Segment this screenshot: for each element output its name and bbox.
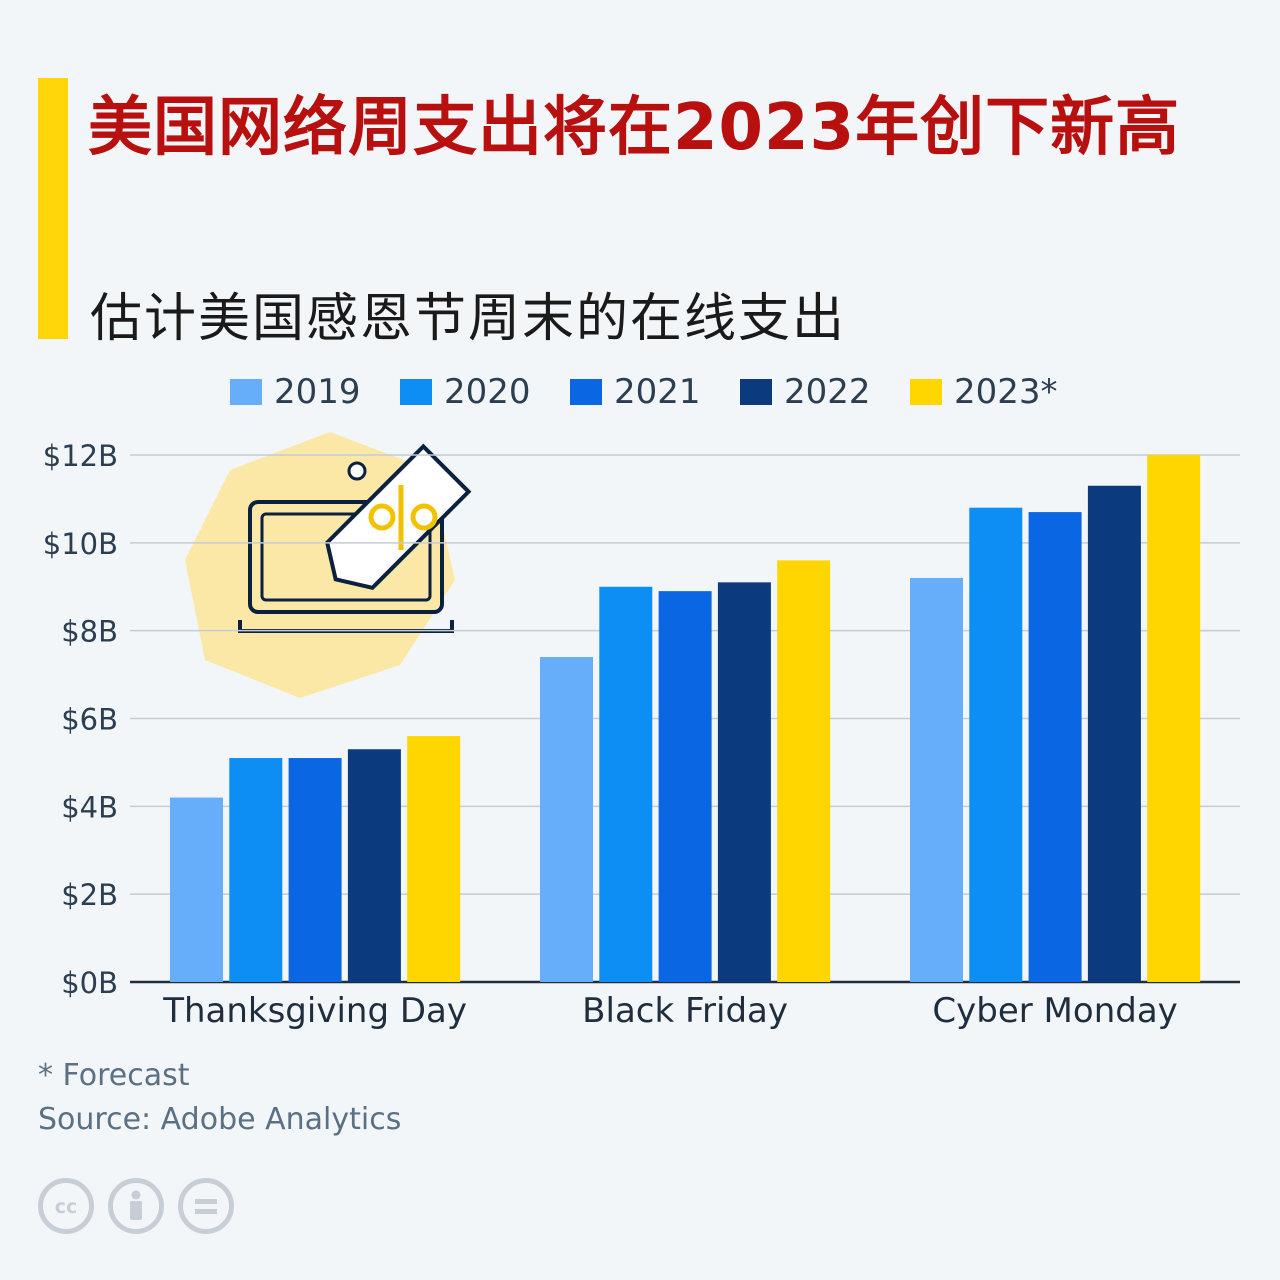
bar-chart: $0B $2B $4B $6B $8B $10B $12B Thanksgiving Day… bbox=[43, 432, 1240, 1031]
legend-item-2021: 2021 bbox=[570, 372, 701, 412]
y-axis: $0B $2B $4B $6B $8B $10B $12B bbox=[43, 439, 118, 1000]
legend-label: 2020 bbox=[444, 372, 531, 412]
bar-2021-cyber-monday bbox=[1028, 512, 1082, 982]
legend: 2019 2020 2021 2022 2023* bbox=[0, 372, 1280, 418]
legend-swatch bbox=[570, 379, 602, 405]
bars bbox=[170, 455, 1201, 982]
x-category-label: Thanksgiving Day bbox=[162, 991, 467, 1031]
y-tick-label: $4B bbox=[61, 790, 118, 824]
bar-2021-thanksgiving-day bbox=[288, 758, 342, 982]
legend-swatch bbox=[740, 379, 772, 405]
legend-item-2022: 2022 bbox=[740, 372, 871, 412]
chart-title: 美国网络周支出将在2023年创下新高 bbox=[88, 91, 1181, 165]
no-derivatives-icon[interactable] bbox=[178, 1178, 234, 1234]
bar-2022-thanksgiving-day bbox=[347, 749, 401, 982]
y-tick-label: $0B bbox=[61, 966, 118, 1000]
y-tick-label: $10B bbox=[43, 527, 118, 561]
legend-swatch bbox=[400, 379, 432, 405]
y-tick-label: $2B bbox=[61, 878, 118, 912]
bar-2019-black-friday bbox=[540, 657, 593, 982]
y-tick-label: $12B bbox=[43, 439, 118, 473]
accent-bar bbox=[38, 78, 68, 339]
bar-2023-cyber-monday bbox=[1147, 455, 1201, 982]
x-axis: Thanksgiving Day Black Friday Cyber Monday bbox=[162, 991, 1178, 1031]
bar-2019-cyber-monday bbox=[910, 577, 963, 982]
legend-item-2023: 2023* bbox=[910, 372, 1058, 412]
bar-2020-thanksgiving-day bbox=[229, 758, 283, 982]
legend-label: 2023* bbox=[954, 372, 1058, 412]
x-category-label: Cyber Monday bbox=[932, 991, 1177, 1031]
y-tick-label: $8B bbox=[61, 615, 118, 649]
y-tick-label: $6B bbox=[61, 703, 118, 737]
license-icons: cc bbox=[38, 1178, 234, 1234]
legend-swatch bbox=[230, 379, 262, 405]
bar-2020-cyber-monday bbox=[969, 507, 1023, 982]
legend-label: 2021 bbox=[614, 372, 701, 412]
bar-2019-thanksgiving-day bbox=[170, 797, 223, 982]
source-note: Source: Adobe Analytics bbox=[38, 1102, 402, 1137]
attribution-icon[interactable] bbox=[108, 1178, 164, 1234]
bar-2022-black-friday bbox=[717, 582, 771, 982]
bar-2022-cyber-monday bbox=[1087, 485, 1141, 982]
legend-swatch bbox=[910, 379, 942, 405]
legend-item-2020: 2020 bbox=[400, 372, 531, 412]
bar-2021-black-friday bbox=[658, 591, 712, 982]
legend-label: 2022 bbox=[784, 372, 871, 412]
legend-label: 2019 bbox=[274, 372, 361, 412]
legend-item-2019: 2019 bbox=[230, 372, 361, 412]
chart-subtitle: 估计美国感恩节周末的在线支出 bbox=[90, 289, 847, 349]
bar-2020-black-friday bbox=[599, 586, 653, 982]
laptop-price-tag-icon bbox=[185, 432, 472, 698]
bar-2023-black-friday bbox=[777, 560, 831, 982]
x-category-label: Black Friday bbox=[582, 991, 788, 1031]
bar-2023-thanksgiving-day bbox=[407, 736, 461, 982]
footnote: * Forecast bbox=[38, 1058, 190, 1093]
svg-text:cc: cc bbox=[55, 1196, 78, 1218]
cc-icon[interactable]: cc bbox=[38, 1178, 94, 1234]
